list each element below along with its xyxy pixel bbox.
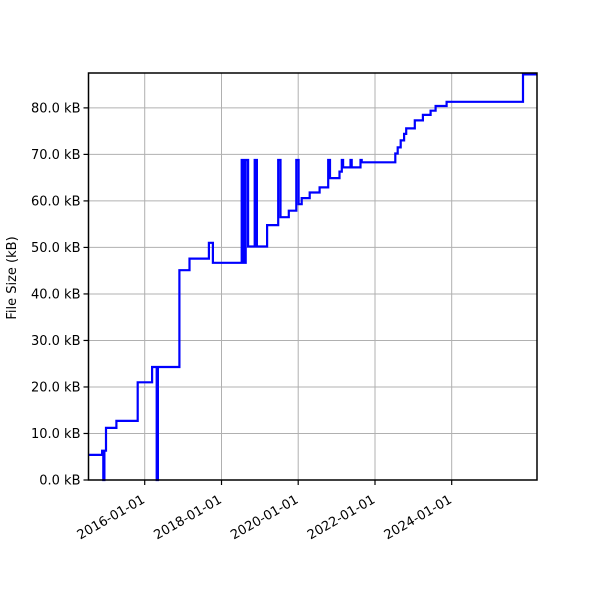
plot-border [87,72,538,481]
x-tick-label: 2022-01-01 [305,492,378,543]
x-tick-label: 2020-01-01 [228,492,301,543]
y-tick-label: 40.0 kB [31,287,81,302]
y-axis-label: File Size (kB) [5,236,20,320]
x-tick-label: 2016-01-01 [75,492,148,543]
y-tick-label: 20.0 kB [31,380,81,395]
y-tick-label: 70.0 kB [31,148,81,163]
y-tick-label: 80.0 kB [31,101,81,116]
x-tick-label: 2024-01-01 [382,492,455,543]
file-size-line [88,73,537,482]
y-tick-label: 0.0 kB [39,474,80,489]
y-tick-label: 60.0 kB [31,194,81,209]
x-tick-label: 2018-01-01 [152,492,225,543]
y-tick-label: 10.0 kB [31,427,81,442]
y-tick-label: 50.0 kB [31,241,81,256]
y-tick-label: 30.0 kB [31,334,81,349]
